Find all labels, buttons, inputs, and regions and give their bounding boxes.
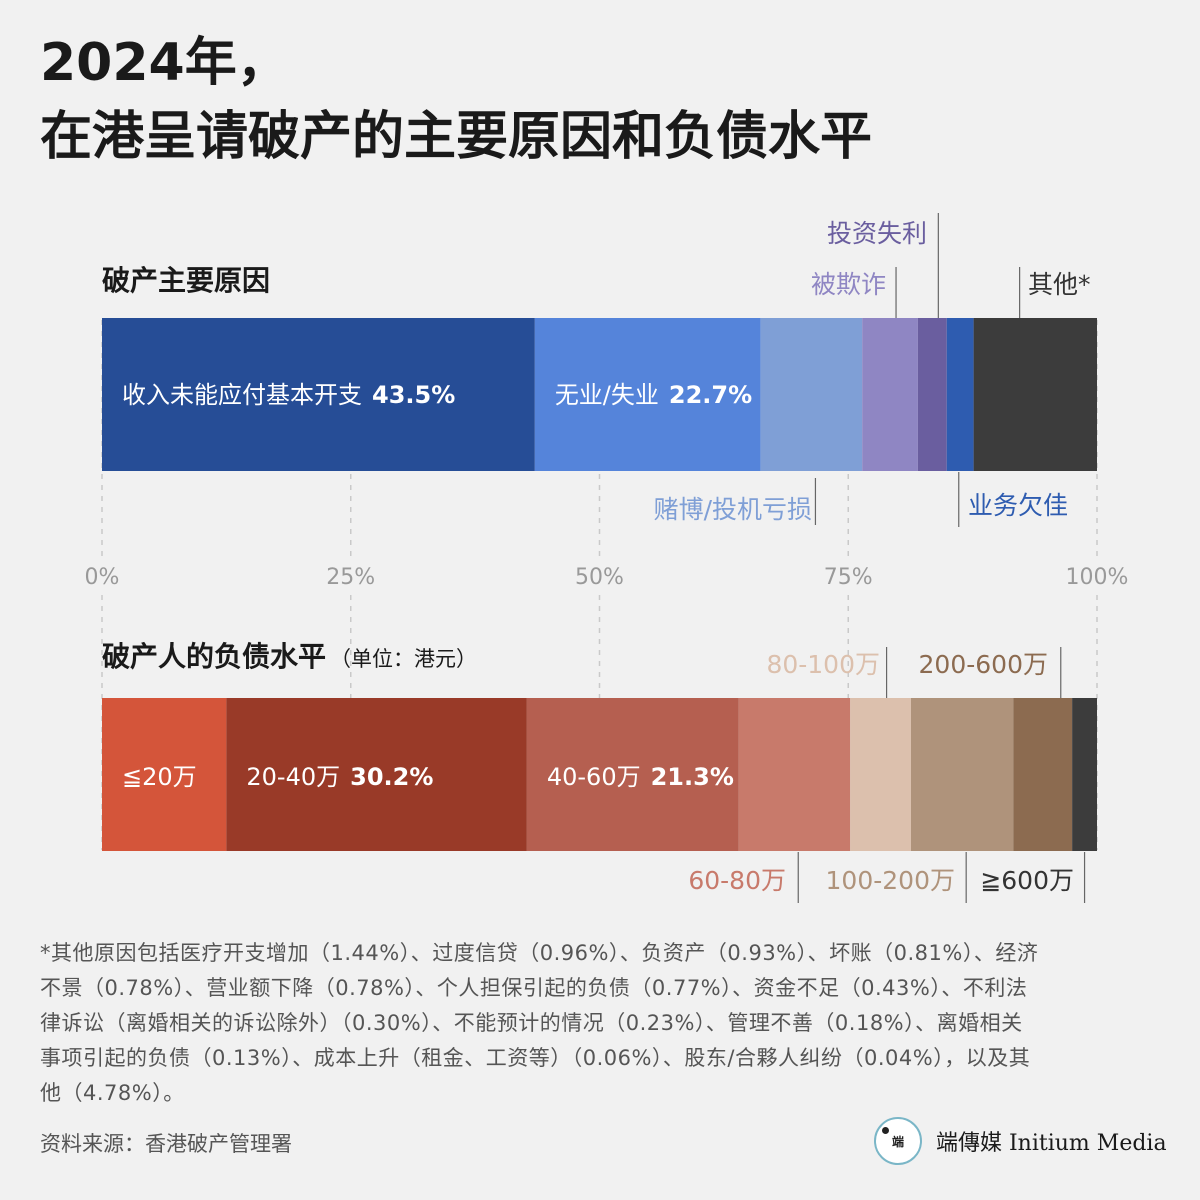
debt-segment-7 <box>1072 698 1097 851</box>
logo-text: 端傳媒 Initium Media <box>936 1131 1167 1156</box>
reason-segment-4 <box>917 318 947 471</box>
source-note: 资料来源：香港破产管理署 <box>40 1132 292 1156</box>
x-tick-label: 50% <box>575 565 624 590</box>
brand-logo: 端 端傳媒 Initium Media <box>874 1114 1167 1168</box>
reason-segment-5 <box>946 318 974 471</box>
reason-segment-0 <box>102 318 535 471</box>
reason-segment-6 <box>973 318 1097 471</box>
logo-icon: 端 <box>874 1117 922 1165</box>
reason-segment-3 <box>862 318 918 471</box>
reason-1-label: 无业/失业 22.7% <box>555 381 752 409</box>
tick-bg-4 <box>1063 558 1131 594</box>
debt-4-label: 80-100万 <box>766 650 880 679</box>
debt-0-label: ≦20万 <box>122 763 197 791</box>
debt-1-value: 30.2% <box>350 763 433 791</box>
reason-0-label: 收入未能应付基本开支 43.5% <box>122 381 455 409</box>
reason-1-value: 22.7% <box>669 381 752 409</box>
chart2-subtitle: （单位：港元） <box>330 647 477 671</box>
tick-bg-3 <box>814 558 883 594</box>
title-line-2: 在港呈请破产的主要原因和负债水平 <box>40 107 873 167</box>
debt-1-label: 20-40万 30.2% <box>246 763 433 791</box>
tick-bg-2 <box>565 558 634 594</box>
debt-segment-3 <box>738 698 851 851</box>
reason-0-value: 43.5% <box>372 381 455 409</box>
reason-segment-2 <box>760 318 863 471</box>
debt-2-value: 21.3% <box>651 763 734 791</box>
debt-segment-2 <box>526 698 739 851</box>
x-tick-label: 0% <box>85 565 120 590</box>
reason-segment-1 <box>534 318 761 471</box>
reason-6-label: 其他* <box>1028 270 1091 299</box>
debt-segment-1 <box>226 698 527 851</box>
tick-bg-0 <box>68 558 136 594</box>
debt-5-label: 100-200万 <box>826 866 955 895</box>
debt-2-label: 40-60万 21.3% <box>547 763 734 791</box>
debt-6-label: 200-600万 <box>919 650 1048 679</box>
reason-2-label: 赌博/投机亏损 <box>654 495 812 524</box>
debt-7-label: ≧600万 <box>980 866 1074 895</box>
debt-segment-6 <box>1013 698 1073 851</box>
reason-5-label: 业务欠佳 <box>968 491 1068 520</box>
debt-segment-5 <box>910 698 1014 851</box>
reason-3-label: 被欺诈 <box>811 270 886 299</box>
chart2-title: 破产人的负债水平 （单位：港元） <box>102 640 477 673</box>
chart1-title: 破产主要原因 <box>102 264 270 297</box>
x-tick-label: 25% <box>326 565 375 590</box>
footnote: *其他原因包括医疗开支增加（1.44%）、过度信贷（0.96%）、负资产（0.9… <box>40 941 1039 1105</box>
chart-title: 2024年， 在港呈请破产的主要原因和负债水平 <box>40 26 872 174</box>
debt-segment-0 <box>102 698 227 851</box>
debt-segment-4 <box>850 698 911 851</box>
debt-3-label: 60-80万 <box>688 866 786 895</box>
tick-bg-1 <box>316 558 385 594</box>
reason-4-label: 投资失利 <box>827 219 927 248</box>
x-tick-label: 100% <box>1066 565 1129 590</box>
x-tick-label: 75% <box>824 565 873 590</box>
title-line-1: 2024年， <box>40 33 289 93</box>
